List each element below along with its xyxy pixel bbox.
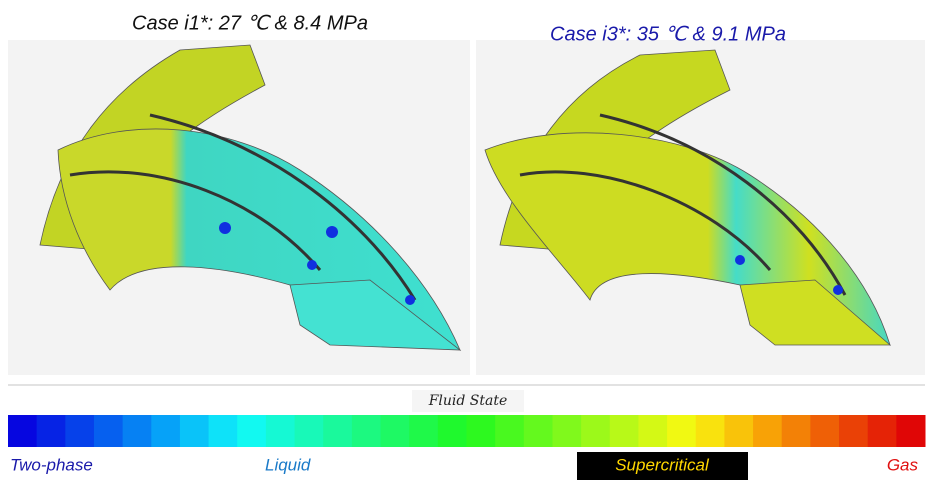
slit (519, 170, 772, 271)
colorbar-segment (753, 415, 783, 447)
colorbar-segment (695, 415, 725, 447)
state-label: Liquid (265, 455, 311, 474)
hotspot (326, 226, 338, 238)
colorbar-segment (437, 415, 467, 447)
colorbar-title: Fluid State (428, 393, 508, 409)
colorbar-segment (208, 415, 238, 447)
panel-title: Case i1*: 27 ℃ & 8.4 MPa (132, 12, 368, 34)
state-label: Supercritical (615, 455, 710, 474)
colorbar-segment (609, 415, 639, 447)
colorbar-segment (8, 415, 38, 447)
colorbar-segment (237, 415, 267, 447)
colorbar-segment (179, 415, 210, 447)
state-label: Gas (887, 455, 919, 474)
hotspot (307, 260, 317, 270)
slit (149, 113, 417, 301)
colorbar-segment (380, 415, 410, 447)
front-block (739, 279, 892, 346)
colorbar-segment (122, 415, 152, 447)
colorbar-segment (810, 415, 840, 447)
colorbar-segment (151, 415, 181, 447)
colorbar-segment (896, 415, 926, 447)
hotspot (405, 295, 415, 305)
colorbar-segment (36, 415, 66, 447)
colorbar-segment (323, 415, 353, 447)
colorbar-segment (667, 415, 697, 447)
colorbar-segment (781, 415, 811, 447)
colorbar-segment (294, 415, 324, 447)
hotspot (219, 222, 231, 234)
hotspot (735, 255, 745, 265)
colorbar-segment (409, 415, 439, 447)
colorbar-segment (466, 415, 496, 447)
label-bg (577, 452, 748, 480)
colorbar-segment (552, 415, 582, 447)
colorbar-segment (867, 415, 897, 447)
right-panel (476, 40, 925, 375)
colorbar-segment (581, 415, 611, 447)
colorbar-segment (495, 415, 525, 447)
colorbar-segment (523, 415, 553, 447)
hotspot (833, 285, 843, 295)
panel-title: Case i3*: 35 ℃ & 9.1 MPa (550, 23, 786, 45)
title-bg (412, 390, 524, 412)
colorbar (8, 415, 926, 447)
left-panel (8, 40, 470, 375)
colorbar-segment (93, 415, 124, 447)
state-label: Two-phase (10, 455, 93, 474)
colorbar-segment (724, 415, 754, 447)
colorbar-segment (351, 415, 382, 447)
colorbar-segment (265, 415, 296, 447)
front-block (289, 279, 462, 351)
colorbar-segment (638, 415, 668, 447)
colorbar-segment (839, 415, 869, 447)
slit (69, 170, 322, 271)
slit (599, 113, 847, 296)
colorbar-segment (65, 415, 95, 447)
